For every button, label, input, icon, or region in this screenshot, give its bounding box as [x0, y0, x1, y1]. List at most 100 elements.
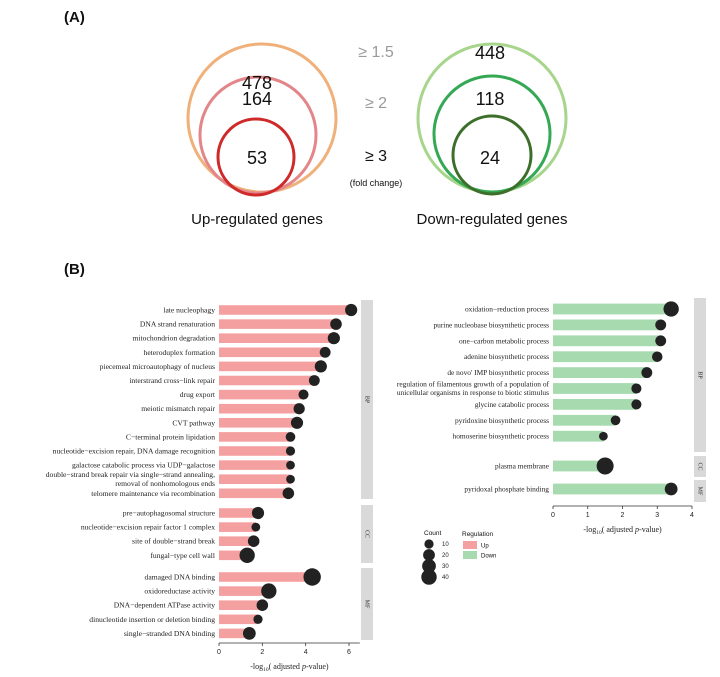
up-label-telomere-maintenance-via-recombination: telomere maintenance via recombination [91, 489, 215, 498]
down-count-1-5: 448 [475, 43, 505, 63]
down-bar-purine-nucleobase-biosynthetic-process [553, 319, 661, 331]
up-label-dna-strand-renaturation: DNA strand renaturation [140, 320, 215, 329]
up-title: Up-regulated genes [191, 211, 323, 228]
down-label-adenine-biosynthetic-process: adenine biosynthetic process [464, 352, 549, 361]
up-bar-oxidoreductase-activity [219, 586, 269, 596]
down-count-2: 118 [476, 89, 505, 109]
down-strip-mf [694, 480, 706, 502]
up-point-pre-autophagosomal-structure [251, 506, 265, 520]
down-point-plasma-membrane [596, 457, 614, 475]
threshold-1-5: ≥ 1.5 [358, 44, 394, 61]
down-point-de-novo-imp-biosynthetic-process [641, 367, 653, 379]
up-bar-pre-autophagosomal-structure [219, 508, 258, 518]
down-point-regulation-of-filamentous-growth-of-a-po [631, 383, 642, 394]
down-bar-adenine-biosynthetic-process [553, 351, 658, 363]
up-strip-mf [361, 568, 373, 640]
up-x-tick-label-2: 2 [260, 649, 264, 656]
up-label-site-of-double-strand-break: site of double−strand break [132, 537, 215, 546]
down-label-regulation-of-filamentous-growth-of-a-po: regulation of filamentous growth of a po… [397, 380, 550, 397]
up-point-late-nucleophagy [345, 303, 358, 317]
down-label-one-carbon-metabolic-process: one−carbon metabolic process [459, 336, 549, 345]
down-point-oxidation-reduction-process [663, 301, 679, 317]
legend-up-swatch [463, 541, 477, 549]
up-point-dinucleotide-insertion-or-deletion-bindi [253, 614, 263, 624]
down-x-tick-label-1: 1 [586, 512, 590, 519]
up-bar-site-of-double-strand-break [219, 536, 254, 546]
down-label-de-novo-imp-biosynthetic-process: de novo' IMP biosynthetic process [447, 368, 549, 377]
up-x-tick-label-6: 6 [347, 649, 351, 656]
chart-down-regulated: BP oxidation−reduction process purine nucl… [397, 298, 706, 536]
up-point-mitochondrion-degradation [327, 332, 340, 345]
up-strip-label-cc: CC [364, 530, 370, 538]
up-bar-single-stranded-dna-binding [219, 628, 250, 639]
up-bar-dna-dependent-atpase-activity [219, 600, 263, 610]
up-circle-3 [216, 117, 296, 197]
up-label-piecemeal-microautophagy-of-nucleus: piecemeal microautophagy of nucleus [100, 362, 215, 371]
down-venn: 448 118 24 Down-regulated genes [416, 42, 568, 228]
up-label-cvt-pathway: CVT pathway [172, 418, 215, 427]
down-strip-label-mf: MF [697, 487, 703, 496]
panel-a: (A) 478 164 53 Up-regulated genes ≥ 1.5 … [64, 9, 568, 228]
down-x-tick-label-4: 4 [690, 512, 694, 519]
legend-regulation-title: Regulation [462, 531, 493, 538]
down-circle-3 [451, 114, 533, 196]
down-label-homoserine-biosynthetic-process: homoserine biosynthetic process [453, 432, 550, 441]
up-label-meiotic-mismatch-repair: meiotic mismatch repair [141, 404, 215, 413]
up-bar-cvt-pathway [219, 418, 297, 428]
up-point-drug-export [298, 389, 309, 400]
up-point-dna-strand-renaturation [330, 318, 342, 330]
up-x-tick-label-4: 4 [304, 649, 308, 656]
legend-count-label-40: 40 [442, 575, 449, 581]
up-point-meiotic-mismatch-repair [293, 403, 305, 415]
up-strip-cc [361, 505, 373, 563]
up-point-oxidoreductase-activity [261, 583, 277, 599]
up-circle-2 [198, 75, 318, 195]
up-point-single-stranded-dna-binding [242, 627, 256, 640]
legend-count-label-30: 30 [442, 564, 449, 570]
down-label-glycine-catabolic-process: glycine catabolic process [475, 400, 549, 409]
up-point-nucleotide-excision-repair-dna-damage-re [285, 446, 296, 456]
down-label-pyridoxal-phosphate-binding: pyridoxal phosphate binding [464, 485, 549, 494]
down-count-3: 24 [480, 148, 500, 168]
up-label-c-terminal-protein-lipidation: C−terminal protein lipidation [126, 432, 215, 441]
up-bar-piecemeal-microautophagy-of-nucleus [219, 361, 321, 372]
up-bar-fungal-type-cell-wall [219, 550, 248, 561]
fold-change-note: (fold change) [350, 178, 403, 188]
legend-count-title: Count [424, 530, 442, 537]
down-bar-homoserine-biosynthetic-process [553, 430, 604, 442]
up-point-heteroduplex-formation [319, 346, 331, 358]
down-circle-1-5 [416, 42, 568, 194]
up-point-c-terminal-protein-lipidation [285, 432, 296, 442]
up-point-fungal-type-cell-wall [239, 547, 255, 563]
up-point-site-of-double-strand-break [247, 535, 260, 547]
legend-up-label: Up [481, 544, 489, 550]
up-bar-telomere-maintenance-via-recombination [219, 488, 289, 499]
up-bar-heteroduplex-formation [219, 347, 326, 358]
up-bar-interstrand-cross-link-repair [219, 375, 315, 386]
up-point-galactose-catabolic-process-via-udp-gala [286, 460, 295, 470]
chart-up-regulated: BP late nucleophagy DNA strand renaturatio… [46, 300, 373, 673]
down-bar-plasma-membrane [553, 460, 606, 472]
down-bar-glycine-catabolic-process [553, 398, 637, 410]
threshold-2: ≥ 2 [365, 95, 387, 112]
legend-count-label-10: 10 [442, 542, 449, 548]
up-label-drug-export: drug export [180, 390, 216, 399]
up-label-galactose-catabolic-process-via-udp-gala: galactose catabolic process via UDP−gala… [72, 461, 216, 470]
up-venn: 478 164 53 Up-regulated genes [186, 42, 338, 228]
up-point-damaged-dna-binding [303, 568, 321, 586]
down-point-homoserine-biosynthetic-process [599, 431, 608, 441]
up-strip-label-bp: BP [364, 396, 370, 404]
up-bar-mitochondrion-degradation [219, 333, 334, 343]
threshold-3: ≥ 3 [365, 148, 387, 165]
up-label-pre-autophagosomal-structure: pre−autophagosomal structure [123, 509, 216, 518]
up-label-interstrand-cross-link-repair: interstrand cross−link repair [129, 376, 215, 385]
up-label-nucleotide-excision-repair-dna-damage-re: nucleotide−excision repair, DNA damage r… [53, 447, 216, 456]
down-x-tick-label-0: 0 [551, 512, 555, 519]
up-bar-dinucleotide-insertion-or-deletion-bindi [219, 614, 258, 625]
up-label-heteroduplex-formation: heteroduplex formation [144, 348, 216, 357]
up-point-interstrand-cross-link-repair [308, 375, 320, 386]
down-point-pyridoxal-phosphate-binding [664, 482, 678, 496]
up-x-axis-label: -log10( adjusted p-value) [250, 662, 329, 673]
down-point-glycine-catabolic-process [631, 399, 642, 410]
